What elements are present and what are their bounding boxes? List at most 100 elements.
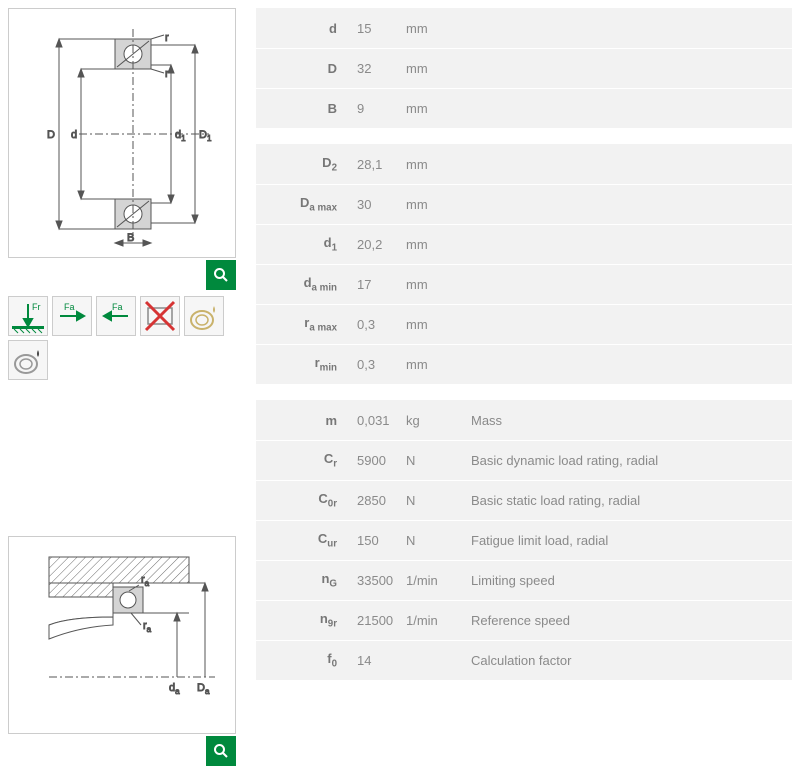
svg-text:r: r [165,68,169,80]
value-cell: 2850 [351,493,406,508]
value-cell: 0,031 [351,413,406,428]
symbol-cell: rmin [256,355,351,374]
mounting-diagram: ra ra da Da [19,547,227,723]
table-row: m0,031kgMass [256,400,792,440]
unit-cell: N [406,493,461,508]
description-cell: Basic dynamic load rating, radial [461,453,792,468]
table-row: B9mm [256,88,792,128]
table-row: Cur150NFatigue limit load, radial [256,520,792,560]
unit-cell: 1/min [406,613,461,628]
unit-cell: mm [406,61,461,76]
symbol-cell: n9r [256,611,351,630]
value-cell: 0,3 [351,317,406,332]
unit-cell: mm [406,237,461,252]
symbol-cell: Cr [256,451,351,470]
value-cell: 28,1 [351,157,406,172]
symbol-cell: f0 [256,651,351,670]
spec-table-2: D228,1mmDa max30mmd120,2mmda min17mmra m… [256,144,792,384]
axial-load-right-icon[interactable]: Fa [52,296,92,336]
magnifier-icon [213,743,229,759]
value-cell: 15 [351,21,406,36]
symbol-cell: ra max [256,315,351,334]
table-row: D32mm [256,48,792,88]
symbol-cell: Cur [256,531,351,550]
symbol-cell: d [256,21,351,36]
zoom-button-1[interactable] [206,260,236,290]
unit-cell: N [406,533,461,548]
description-cell: Basic static load rating, radial [461,493,792,508]
diagram-box-1: D d d1 D1 B r r [8,8,236,258]
value-cell: 150 [351,533,406,548]
value-cell: 20,2 [351,237,406,252]
table-row: Cr5900NBasic dynamic load rating, radial [256,440,792,480]
page-container: D d d1 D1 B r r [0,0,800,774]
svg-text:d1: d1 [175,129,186,143]
svg-text:r: r [165,32,169,44]
table-row: C0r2850NBasic static load rating, radial [256,480,792,520]
description-cell: Fatigue limit load, radial [461,533,792,548]
value-cell: 14 [351,653,406,668]
grease-icon[interactable] [184,296,224,336]
table-row: Da max30mm [256,184,792,224]
unit-cell: mm [406,317,461,332]
description-cell: Mass [461,413,792,428]
svg-text:D1: D1 [199,129,212,143]
value-cell: 9 [351,101,406,116]
description-cell: Calculation factor [461,653,792,668]
symbol-cell: D [256,61,351,76]
table-row: ra max0,3mm [256,304,792,344]
table-row: f014 Calculation factor [256,640,792,680]
svg-text:Fr: Fr [32,302,41,312]
table-row: d120,2mm [256,224,792,264]
unit-cell: kg [406,413,461,428]
unit-cell: mm [406,101,461,116]
unit-cell: 1/min [406,573,461,588]
oil-icon[interactable] [8,340,48,380]
unit-cell: mm [406,357,461,372]
spec-table-1: d15mmD32mmB9mm [256,8,792,128]
bearing-section-diagram: D d d1 D1 B r r [19,19,227,247]
icon-row: Fr Fa Fa [8,296,236,380]
symbol-cell: d1 [256,235,351,254]
value-cell: 17 [351,277,406,292]
unit-cell: mm [406,21,461,36]
magnifier-icon [213,267,229,283]
value-cell: 21500 [351,613,406,628]
table-row: nG335001/minLimiting speed [256,560,792,600]
svg-text:B: B [127,232,134,244]
symbol-cell: da min [256,275,351,294]
right-column: d15mmD32mmB9mm D228,1mmDa max30mmd120,2m… [256,8,792,766]
symbol-cell: C0r [256,491,351,510]
zoom-button-2[interactable] [206,736,236,766]
table-row: d15mm [256,8,792,48]
symbol-cell: D2 [256,155,351,174]
value-cell: 30 [351,197,406,212]
value-cell: 0,3 [351,357,406,372]
value-cell: 5900 [351,453,406,468]
unit-cell: mm [406,157,461,172]
not-applicable-icon[interactable] [140,296,180,336]
unit-cell: N [406,453,461,468]
svg-text:d: d [71,129,77,141]
symbol-cell: B [256,101,351,116]
description-cell: Reference speed [461,613,792,628]
axial-load-left-icon[interactable]: Fa [96,296,136,336]
table-row: n9r215001/minReference speed [256,600,792,640]
value-cell: 32 [351,61,406,76]
description-cell: Limiting speed [461,573,792,588]
svg-text:ra: ra [143,620,152,634]
table-row: rmin0,3mm [256,344,792,384]
svg-text:Fa: Fa [112,302,123,312]
radial-load-icon[interactable]: Fr [8,296,48,336]
left-column: D d d1 D1 B r r [8,8,236,766]
symbol-cell: nG [256,571,351,590]
symbol-cell: Da max [256,195,351,214]
table-row: D228,1mm [256,144,792,184]
diagram-box-2: ra ra da Da [8,536,236,734]
unit-cell: mm [406,277,461,292]
svg-text:Da: Da [197,682,210,696]
value-cell: 33500 [351,573,406,588]
svg-text:D: D [47,129,55,141]
table-row: da min17mm [256,264,792,304]
symbol-cell: m [256,413,351,428]
